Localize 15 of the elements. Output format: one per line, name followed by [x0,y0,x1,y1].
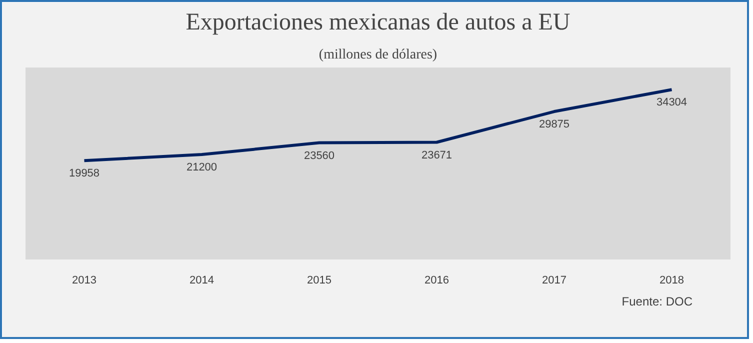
x-tick-label: 2015 [307,274,332,286]
x-tick-label: 2018 [660,274,684,286]
x-tick-label: 2013 [72,274,96,286]
chart-subtitle: (millones de dólares) [318,48,438,62]
data-label: 23560 [304,150,335,162]
data-label: 21200 [186,161,218,174]
source-note: Fuente: DOC [622,294,693,308]
chart-title: Exportaciones mexicanas de autos a EU [186,10,570,36]
x-tick-label: 2017 [542,274,566,286]
x-tick-label: 2014 [190,274,214,286]
data-label: 23671 [421,149,452,162]
data-label: 19958 [68,168,100,180]
x-tick-label: 2016 [424,274,449,286]
data-label: 34304 [656,96,688,109]
data-label: 29875 [538,118,570,131]
